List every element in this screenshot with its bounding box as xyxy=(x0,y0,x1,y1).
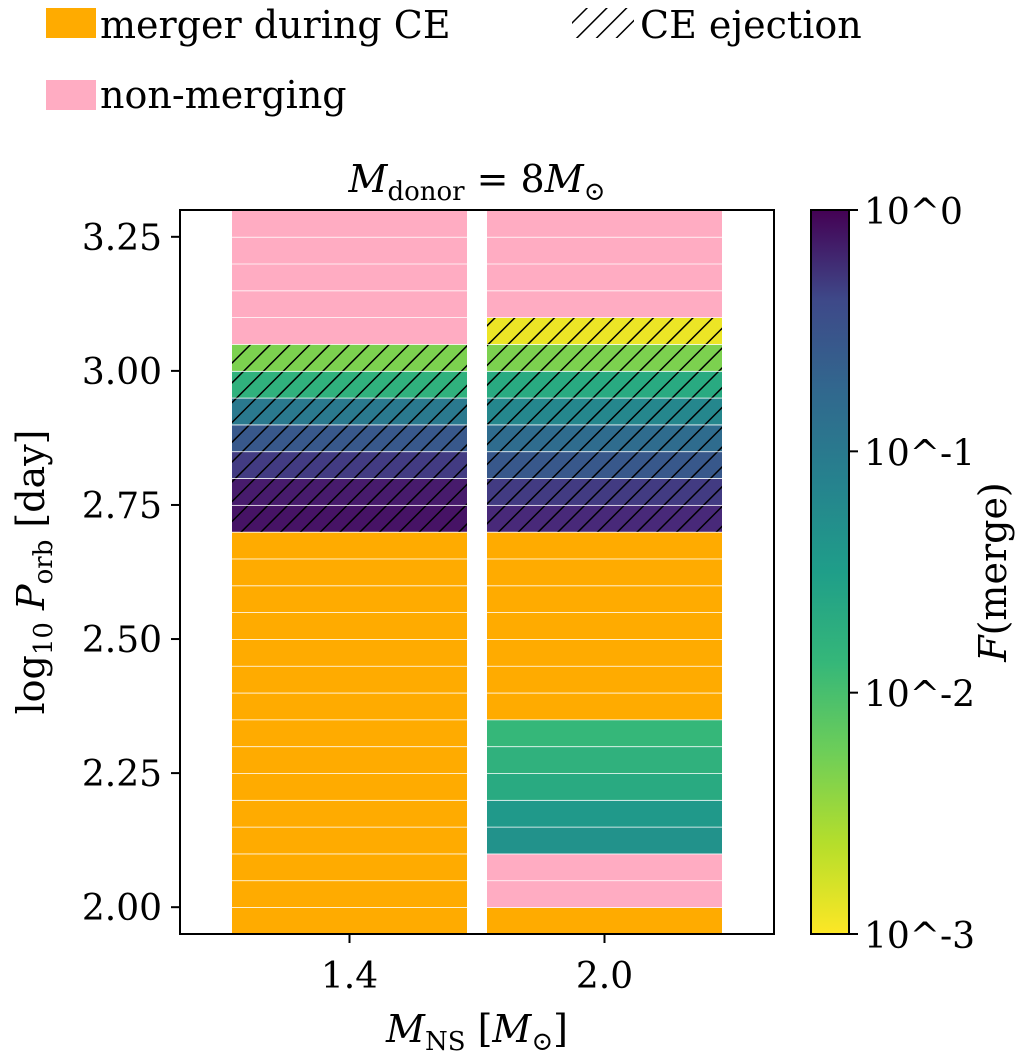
cell-1.4-3.25 xyxy=(232,210,467,237)
cell-1.4-1.95 xyxy=(232,907,467,934)
cell-1.4-3.15 xyxy=(232,263,467,291)
x-axis: 1.4 2.0 xyxy=(321,934,633,997)
colorbar-ticks: 10^0 10^-1 10^-2 10^-3 xyxy=(849,192,975,957)
cell-1.4-2.25 xyxy=(232,746,467,774)
cell-2.0-3.10 xyxy=(487,290,722,318)
cell-2.0-2.50 xyxy=(487,612,722,640)
legend-label-nonmerging: non-merging xyxy=(100,73,347,117)
y-tick-label: 3.25 xyxy=(82,218,162,259)
cell-2.0-2.60 xyxy=(487,558,722,586)
cell-1.4-2.05 xyxy=(232,853,467,881)
cell-2.0-2.20 xyxy=(487,773,722,800)
y-tick-label: 3.00 xyxy=(82,352,162,393)
heatmap-cells xyxy=(232,209,722,934)
cell-1.4-3.05 xyxy=(232,317,467,345)
cell-1.4-3.10 xyxy=(232,290,467,318)
colorbar-tick-label: 10^0 xyxy=(864,192,963,233)
legend-swatch-merger xyxy=(46,8,96,38)
cell-hatch-1.4-2.95 xyxy=(232,370,467,398)
cell-hatch-1.4-2.85 xyxy=(232,424,467,452)
cell-2.0-3.25 xyxy=(487,210,722,237)
cell-hatch-2.0-2.70 xyxy=(487,504,722,532)
cell-hatch-2.0-2.75 xyxy=(487,478,722,505)
cell-2.0-2.00 xyxy=(487,880,722,908)
cell-2.0-2.25 xyxy=(487,746,722,774)
cell-2.0-2.15 xyxy=(487,799,722,827)
cell-2.0-2.05 xyxy=(487,853,722,881)
cell-2.0-3.20 xyxy=(487,236,722,264)
x-axis-label: MNS [M⊙] xyxy=(385,1007,568,1057)
cell-1.4-2.15 xyxy=(232,799,467,827)
cell-2.0-2.30 xyxy=(487,719,722,747)
cell-2.0-1.95 xyxy=(487,907,722,934)
cell-hatch-2.0-2.85 xyxy=(487,424,722,452)
x-tick-label: 2.0 xyxy=(576,956,633,997)
legend-swatch-nonmerging xyxy=(46,80,96,110)
cell-hatch-1.4-2.70 xyxy=(232,504,467,532)
cell-2.0-3.15 xyxy=(487,263,722,291)
cell-hatch-2.0-2.80 xyxy=(487,451,722,479)
cell-1.4-2.00 xyxy=(232,880,467,908)
cell-1.4-2.60 xyxy=(232,558,467,586)
cell-hatch-2.0-2.90 xyxy=(487,397,722,425)
chart-title: Mdonor = 8M⊙ xyxy=(348,157,606,207)
cell-1.4-2.20 xyxy=(232,773,467,800)
colorbar xyxy=(810,209,850,935)
y-tick-label: 2.75 xyxy=(82,486,162,527)
colorbar-tick-label: 10^-1 xyxy=(864,433,975,474)
cell-1.4-2.55 xyxy=(232,585,467,613)
cell-hatch-2.0-2.95 xyxy=(487,370,722,398)
colorbar-label: F(merge) xyxy=(971,482,1015,663)
cell-hatch-1.4-3.00 xyxy=(232,344,467,371)
x-tick-label: 1.4 xyxy=(321,956,378,997)
cell-1.4-2.65 xyxy=(232,531,467,559)
cell-1.4-2.30 xyxy=(232,719,467,747)
cell-2.0-2.40 xyxy=(487,665,722,693)
cell-2.0-2.55 xyxy=(487,585,722,613)
plot-frame xyxy=(179,209,775,935)
cell-2.0-2.35 xyxy=(487,692,722,720)
cell-hatch-1.4-2.80 xyxy=(232,451,467,479)
cell-1.4-3.20 xyxy=(232,236,467,264)
y-tick-label: 2.25 xyxy=(82,754,162,795)
cell-hatch-2.0-3.00 xyxy=(487,344,722,371)
y-axis-label: log10 Porb [day] xyxy=(9,429,59,714)
legend-label-ce-ejection: CE ejection xyxy=(640,3,862,47)
cell-hatch-1.4-2.75 xyxy=(232,478,467,505)
cell-hatch-2.0-3.05 xyxy=(487,317,722,345)
cell-hatch-1.4-2.90 xyxy=(232,397,467,425)
y-axis: 2.00 2.25 2.50 2.75 3.00 3.25 xyxy=(82,218,180,929)
legend-label-merger: merger during CE xyxy=(100,3,451,47)
y-tick-label: 2.50 xyxy=(82,620,162,661)
cell-1.4-2.40 xyxy=(232,665,467,693)
cell-1.4-2.45 xyxy=(232,639,467,666)
cell-2.0-2.65 xyxy=(487,531,722,559)
legend-swatch-ce-ejection xyxy=(572,8,634,38)
cell-1.4-2.50 xyxy=(232,612,467,640)
colorbar-tick-label: 10^-3 xyxy=(864,916,975,957)
cell-2.0-2.10 xyxy=(487,826,722,854)
cell-1.4-2.35 xyxy=(232,692,467,720)
cell-2.0-2.45 xyxy=(487,639,722,666)
colorbar-tick-label: 10^-2 xyxy=(864,675,975,716)
cell-1.4-2.10 xyxy=(232,826,467,854)
y-tick-label: 2.00 xyxy=(82,888,162,929)
